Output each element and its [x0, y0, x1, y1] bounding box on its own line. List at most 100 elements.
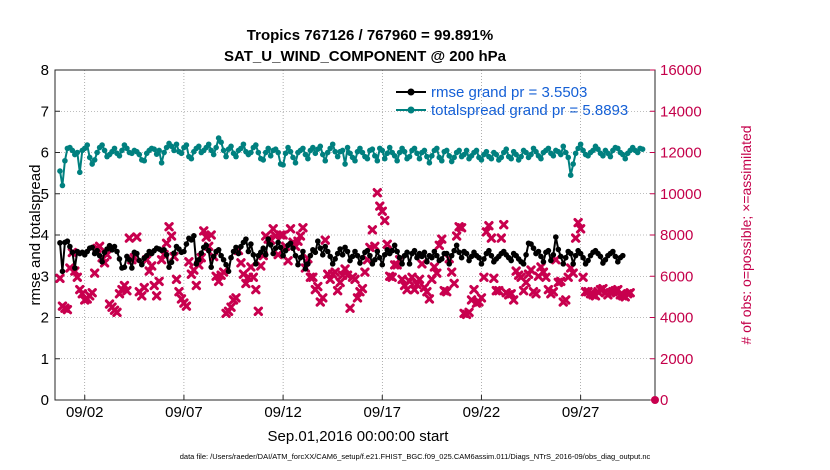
obs-count-marker	[87, 288, 97, 298]
spread-point	[158, 160, 165, 166]
spread-point	[416, 155, 423, 162]
rmse-point	[438, 256, 445, 262]
obs-count-marker	[494, 285, 504, 296]
y-tick-label: 8	[41, 62, 49, 79]
rmse-point	[243, 236, 249, 242]
spread-point	[364, 155, 371, 162]
rmse-point	[550, 252, 557, 258]
spread-point	[210, 151, 217, 158]
spread-point	[572, 150, 579, 157]
rmse-point	[282, 247, 289, 254]
rmse-point	[277, 244, 284, 251]
rmse-point	[570, 261, 576, 267]
y2-tick-label: 4000	[660, 310, 693, 327]
rmse-point	[225, 268, 232, 275]
obs-count-marker	[357, 283, 368, 294]
spread-point	[101, 147, 108, 154]
rmse-point	[414, 254, 420, 261]
obs-count-marker	[568, 268, 578, 278]
spread-point	[111, 145, 118, 152]
obs-count-marker	[89, 268, 100, 278]
spread-point	[538, 155, 544, 162]
chart-subtitle: SAT_U_WIND_COMPONENT @ 200 hPa	[224, 48, 507, 65]
rmse-point	[396, 254, 403, 261]
obs-count-marker	[456, 223, 467, 233]
spread-point	[253, 142, 259, 148]
rmse-point	[488, 252, 495, 259]
obs-count-marker	[561, 295, 571, 305]
spread-point	[347, 150, 353, 157]
rmse-point	[193, 261, 200, 267]
obs-count-marker	[370, 241, 380, 252]
obs-count-terminal-point	[651, 396, 659, 404]
spread-point	[119, 147, 125, 154]
rmse-point	[208, 264, 214, 270]
rmse-point	[295, 261, 301, 268]
obs-count-marker	[531, 289, 541, 299]
spread-point	[386, 144, 393, 151]
rmse-point	[290, 245, 296, 251]
spread-point	[94, 149, 100, 156]
obs-count-marker	[464, 307, 474, 318]
obs-count-marker	[417, 259, 427, 269]
obs-count-marker	[526, 265, 536, 275]
spread-point	[183, 142, 190, 148]
spread-point	[205, 141, 212, 148]
obs-count-marker	[382, 239, 392, 249]
obs-count-marker	[151, 291, 162, 301]
spread-point	[590, 147, 596, 154]
obs-count-marker	[575, 224, 586, 234]
spread-point	[292, 160, 299, 166]
obs-count-marker	[367, 225, 378, 235]
spread-point	[357, 145, 363, 152]
rmse-point	[337, 246, 343, 252]
obs-count-marker	[414, 274, 425, 285]
spread-point	[513, 151, 519, 158]
rmse-point	[481, 256, 487, 262]
rmse-point	[548, 257, 554, 264]
rmse-point	[553, 234, 559, 240]
spread-point	[619, 151, 626, 158]
obs-count-marker	[283, 256, 293, 266]
spread-point	[359, 149, 366, 156]
obs-count-marker	[434, 240, 444, 251]
spread-point	[91, 157, 98, 163]
spread-point	[570, 161, 576, 167]
rmse-point	[223, 261, 229, 268]
rmse-point	[129, 265, 135, 271]
rmse-point	[220, 256, 227, 263]
rmse-point	[183, 241, 190, 247]
spread-point	[327, 145, 334, 152]
rmse-point	[138, 261, 145, 268]
rmse-point	[619, 252, 626, 259]
rmse-point	[523, 252, 529, 258]
spread-point	[381, 155, 388, 162]
y-tick-label: 6	[41, 145, 49, 162]
obs-count-marker	[446, 267, 457, 277]
y-axis-label: rmse and totalspread	[27, 165, 44, 306]
rmse-point	[349, 253, 356, 260]
spread-point	[116, 153, 123, 159]
obs-count-marker	[164, 222, 174, 232]
spread-point	[300, 145, 306, 152]
rmse-point	[453, 242, 460, 249]
spread-point	[451, 154, 457, 161]
rmse-point	[196, 256, 202, 263]
spread-point	[394, 157, 400, 164]
spread-point	[600, 153, 606, 159]
rmse-point	[463, 250, 470, 257]
spread-point	[260, 157, 267, 163]
rmse-point	[359, 254, 366, 261]
rmse-point	[329, 261, 336, 267]
spread-point	[379, 147, 386, 154]
rmse-point	[476, 254, 482, 261]
obs-count-marker	[578, 272, 588, 282]
spread-point	[342, 161, 348, 167]
rmse-point	[168, 259, 175, 266]
spread-point	[391, 153, 398, 159]
obs-count-marker	[387, 272, 397, 282]
obs-count-marker	[518, 285, 529, 296]
spread-point	[218, 139, 224, 145]
legend: rmse grand pr = 3.5503 totalspread grand…	[396, 84, 628, 119]
spread-point	[384, 150, 391, 157]
